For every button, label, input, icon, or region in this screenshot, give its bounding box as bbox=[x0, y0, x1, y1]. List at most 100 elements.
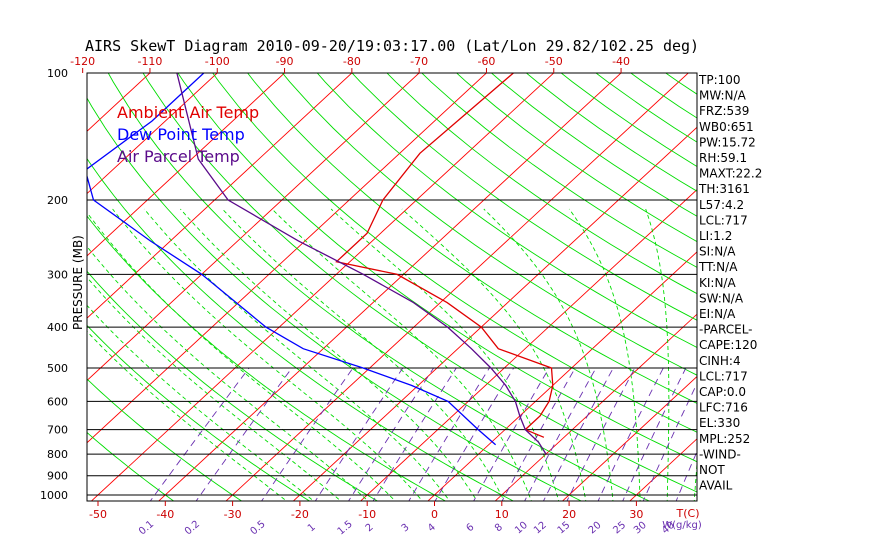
top-temperature-tick-label: -100 bbox=[205, 55, 230, 68]
mixing-ratio-label: 1 bbox=[306, 522, 318, 535]
mixing-ratio-line bbox=[372, 367, 457, 501]
stat-item: -PARCEL- bbox=[699, 323, 753, 337]
mixing-ratio-line bbox=[501, 367, 576, 501]
mixing-ratio-label: 4 bbox=[426, 522, 438, 535]
moist-adiabat-line bbox=[330, 208, 560, 501]
mixing-ratio-line bbox=[542, 367, 614, 501]
isotherm-line bbox=[359, 188, 697, 501]
top-temperature-tick-label: -80 bbox=[343, 55, 361, 68]
stat-item: EL:330 bbox=[699, 416, 740, 430]
pressure-tick-label: 300 bbox=[47, 268, 68, 281]
mixing-ratio-label: 0.1 bbox=[137, 519, 156, 538]
top-temperature-tick-label: -110 bbox=[137, 55, 162, 68]
pressure-tick-label: 800 bbox=[47, 448, 68, 461]
dry-adiabat-line bbox=[87, 324, 311, 501]
moist-adiabat-line bbox=[87, 304, 315, 501]
isotherm-line bbox=[87, 73, 420, 382]
bottom-temperature-tick-label: 10 bbox=[495, 508, 509, 521]
dry-adiabat-line bbox=[142, 73, 697, 493]
dry-adiabat-line bbox=[316, 73, 697, 349]
stat-item: TP:100 bbox=[698, 73, 741, 87]
dry-adiabat-line bbox=[740, 54, 870, 504]
stat-item: L57:4.2 bbox=[699, 198, 744, 212]
bottom-temperature-tick-label: -20 bbox=[291, 508, 309, 521]
dry-adiabat-line bbox=[351, 73, 697, 321]
moist-adiabat-line bbox=[87, 211, 396, 501]
parcel-temp-line bbox=[176, 73, 547, 455]
top-temperature-tick-label: -60 bbox=[477, 55, 495, 68]
legend-entry: Dew Point Temp bbox=[117, 125, 245, 144]
moist-adiabat-line bbox=[143, 208, 451, 501]
isotherm-line bbox=[0, 43, 48, 504]
dry-adiabat-line bbox=[87, 270, 379, 501]
stat-item: KI:N/A bbox=[699, 276, 736, 290]
pressure-tick-label: 700 bbox=[47, 424, 68, 437]
plot-frame bbox=[86, 72, 698, 502]
dry-adiabat-line bbox=[107, 73, 651, 501]
stat-item: LI:1.2 bbox=[699, 229, 732, 243]
stat-item: TT:N/A bbox=[698, 260, 738, 274]
mixing-ratio-line bbox=[524, 367, 597, 501]
bottom-temperature-tick-label: -30 bbox=[224, 508, 242, 521]
dry-adiabat-line bbox=[774, 54, 870, 504]
pressure-tick-label: 600 bbox=[47, 395, 68, 408]
mixing-ratio-label: 0.5 bbox=[248, 519, 267, 538]
dry-adiabat-line bbox=[87, 157, 515, 501]
mixing-ratio-label: 0.2 bbox=[183, 519, 202, 538]
dry-adiabat-line bbox=[87, 378, 243, 501]
mixing-ratio-label: 6 bbox=[465, 522, 477, 535]
mixing-ratio-label: 1.5 bbox=[336, 519, 355, 538]
mixing-ratio-line bbox=[566, 367, 636, 501]
mixing-ratio-line bbox=[195, 367, 293, 501]
stat-item: SI:N/A bbox=[699, 245, 736, 259]
isotherm-line bbox=[87, 73, 286, 257]
isotherm-line bbox=[494, 313, 697, 501]
dry-adiabat-line bbox=[281, 73, 697, 376]
ambient-temp-line bbox=[335, 73, 554, 438]
dewpoint-temp-line bbox=[87, 73, 497, 446]
stat-item: -WIND- bbox=[699, 447, 741, 461]
dry-adiabat-line bbox=[455, 73, 697, 243]
mixing-ratio-unit-label: W(g/kg) bbox=[662, 520, 702, 531]
moist-adiabat-line bbox=[645, 208, 670, 501]
legend-entry: Ambient Air Temp bbox=[117, 103, 259, 122]
moist-adiabat-line bbox=[222, 208, 505, 501]
dry-adiabat-line bbox=[87, 97, 583, 501]
isotherm-line bbox=[427, 251, 697, 501]
mixing-ratio-label: 30 bbox=[632, 520, 649, 537]
mixing-ratio-label: 15 bbox=[556, 520, 573, 537]
mixing-ratio-line bbox=[597, 367, 664, 501]
isotherm-line bbox=[90, 73, 555, 501]
isotherm-line bbox=[761, 43, 870, 504]
moist-adiabat-line bbox=[483, 208, 614, 501]
pressure-tick-label: 500 bbox=[47, 362, 68, 375]
mixing-ratio-line bbox=[473, 367, 550, 501]
stat-item: PW:15.72 bbox=[699, 135, 756, 149]
mixing-ratio-line bbox=[675, 450, 697, 501]
mixing-ratio-label: 3 bbox=[400, 522, 412, 535]
bottom-temperature-tick-label: -40 bbox=[156, 508, 174, 521]
stat-item: FRZ:539 bbox=[699, 104, 749, 118]
dry-adiabat-line bbox=[87, 431, 175, 501]
isotherm-line bbox=[829, 43, 870, 504]
top-temperature-tick-label: -50 bbox=[545, 55, 563, 68]
dry-adiabat-line bbox=[386, 73, 697, 295]
chart-title: AIRS SkewT Diagram 2010-09-20/19:03:17.0… bbox=[85, 37, 699, 55]
moist-adiabat-line bbox=[87, 245, 369, 501]
moist-adiabat-line bbox=[180, 208, 478, 501]
moist-adiabat-line bbox=[568, 208, 641, 501]
bottom-temperature-tick-label: 0 bbox=[431, 508, 438, 521]
mixing-ratio-line bbox=[622, 367, 687, 501]
stat-item: CAPE:120 bbox=[699, 338, 757, 352]
t-unit-label: T(C) bbox=[676, 507, 700, 520]
stat-item: NOT bbox=[699, 463, 725, 477]
bottom-temperature-tick-label: -10 bbox=[358, 508, 376, 521]
mixing-ratio-line bbox=[261, 367, 354, 501]
dry-adiabat-line bbox=[212, 73, 697, 433]
top-temperature-tick-label: -120 bbox=[70, 55, 95, 68]
mixing-ratio-line bbox=[314, 367, 404, 501]
stat-item: CINH:4 bbox=[699, 354, 741, 368]
top-temperature-tick-label: -90 bbox=[276, 55, 294, 68]
mixing-ratio-line bbox=[642, 382, 697, 501]
